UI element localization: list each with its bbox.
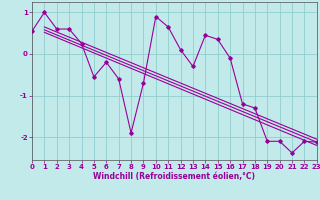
X-axis label: Windchill (Refroidissement éolien,°C): Windchill (Refroidissement éolien,°C) <box>93 172 255 181</box>
